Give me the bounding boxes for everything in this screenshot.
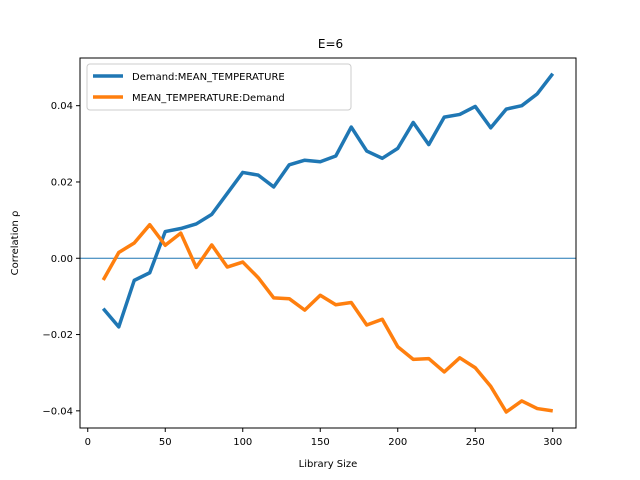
x-tick-label: 50 <box>159 437 172 448</box>
series-line-demand-mean-temperature <box>101 72 555 329</box>
y-tick-label: −0.02 <box>42 330 73 341</box>
x-axis-label: Library Size <box>299 459 358 470</box>
y-tick-label: −0.04 <box>42 406 73 417</box>
series-line-mean-temperature-demand <box>101 222 554 414</box>
y-axis-label: Correlation ρ <box>10 211 21 276</box>
x-tick-label: 0 <box>85 437 91 448</box>
y-tick-label: 0.00 <box>51 254 73 265</box>
legend: Demand:MEAN_TEMPERATURE MEAN_TEMPERATURE… <box>86 63 352 111</box>
plot-frame <box>79 57 577 429</box>
x-tick-label: 200 <box>388 437 407 448</box>
x-tick-label: 250 <box>466 437 485 448</box>
x-tick-label: 150 <box>311 437 330 448</box>
y-tick-label: 0.02 <box>51 177 73 188</box>
legend-label-demand-mean-temperature: Demand:MEAN_TEMPERATURE <box>132 72 285 83</box>
x-tick-label: 100 <box>233 437 252 448</box>
x-tick-label: 300 <box>543 437 562 448</box>
chart-title: E=6 <box>318 37 343 51</box>
y-tick-label: 0.04 <box>51 101 73 112</box>
legend-label-mean-temperature-demand: MEAN_TEMPERATURE:Demand <box>132 93 285 104</box>
legend-box <box>86 63 352 111</box>
